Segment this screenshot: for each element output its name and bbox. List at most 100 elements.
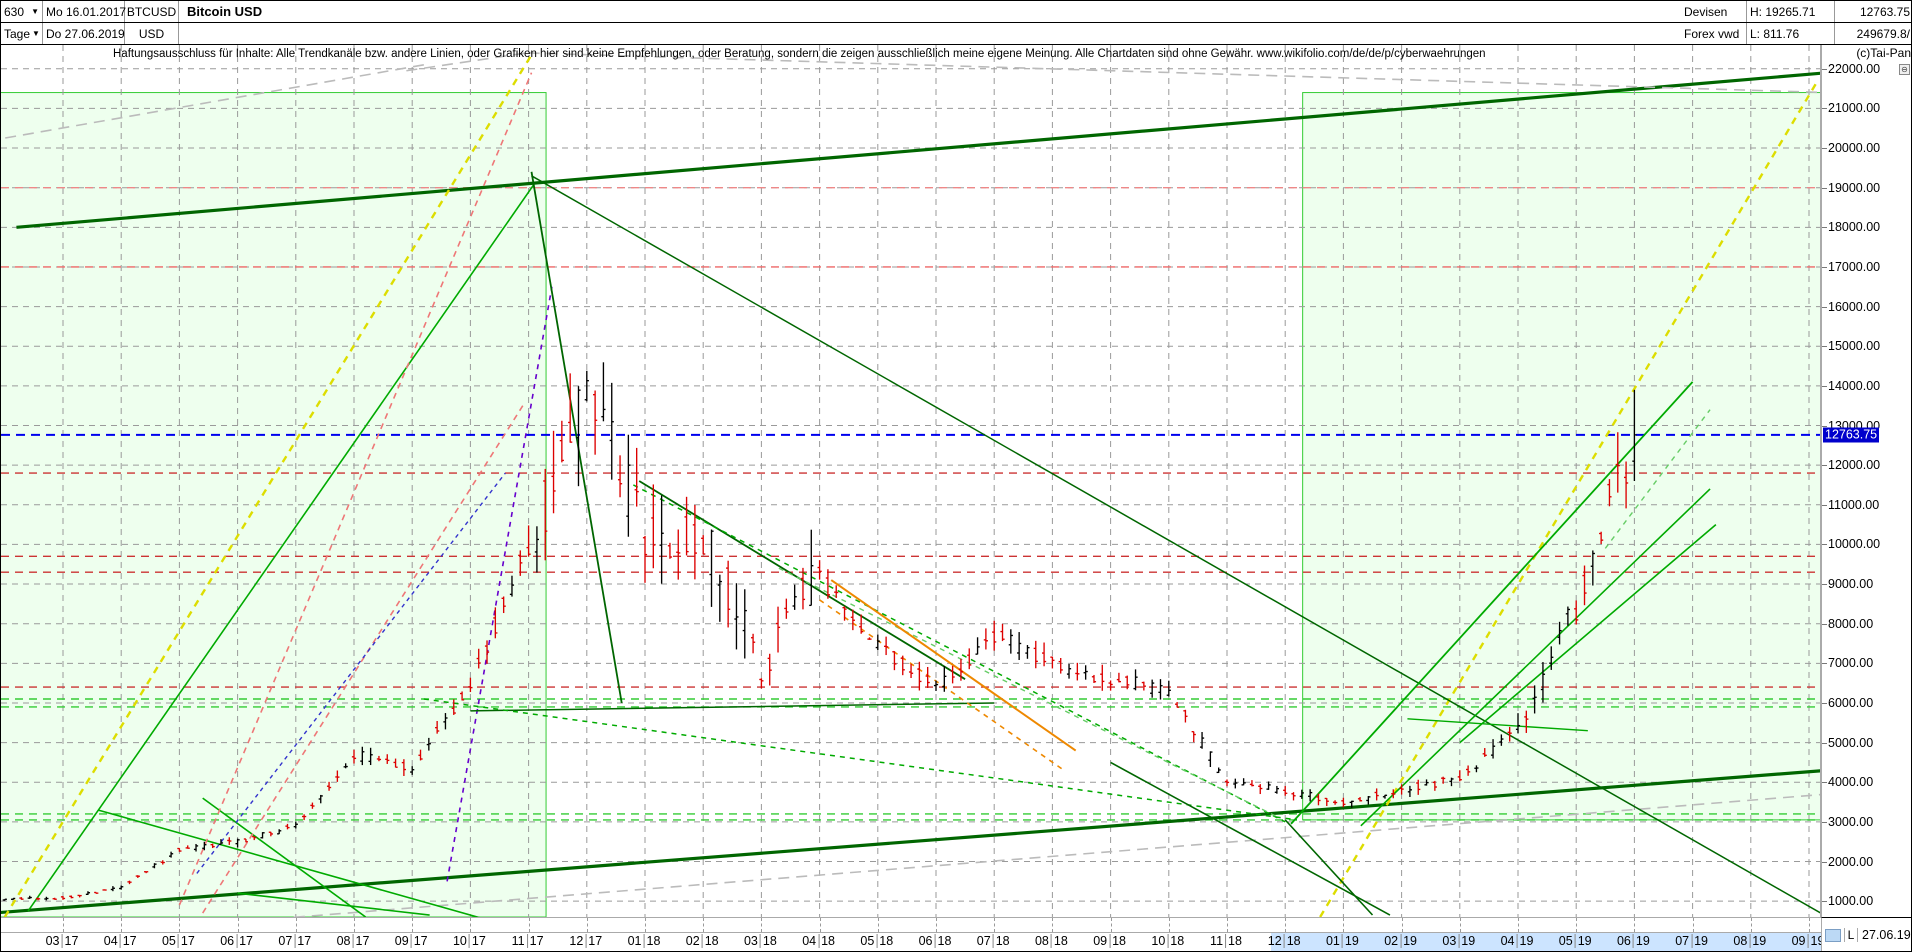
price-axis-label: 20000.00 (1828, 141, 1881, 156)
trend-line-lower (1, 769, 1820, 915)
date-axis-tick (1110, 918, 1112, 932)
highlight-swatch-icon[interactable] (1825, 928, 1841, 942)
price-axis-tick (1822, 227, 1827, 229)
date-axis-tick (1634, 918, 1636, 932)
date-axis-tick (1750, 918, 1752, 932)
price-axis-label: 18000.00 (1828, 220, 1881, 235)
data-provider-label: Forex vwd (1684, 26, 1740, 41)
end-date-readout: 27.06.19 (1862, 928, 1911, 942)
chart-header-row-top: 630 ▼ Mo 16.01.2017 BTCUSD Bitcoin USD D… (1, 1, 1911, 23)
rally-channel-red-upper (178, 72, 533, 906)
date-axis-label: 05 18 (860, 934, 894, 948)
last-price-readout: 12763.75 (1835, 1, 1911, 22)
date-axis-label: 07 17 (278, 934, 312, 948)
volume-label: 249679.8/ (1856, 26, 1910, 41)
price-axis-label: 4000.00 (1828, 775, 1874, 790)
price-axis-tick (1822, 584, 1827, 586)
chart-plot-area[interactable] (1, 45, 1821, 917)
date-axis-tick (1692, 918, 1694, 932)
date-axis-label: 10 17 (452, 934, 486, 948)
rise-2019-inner (1459, 523, 1717, 744)
wedge-2017-base (237, 892, 430, 916)
date-axis-band (1, 932, 1821, 951)
axis-collapse-button[interactable]: ⊖ (1899, 64, 1910, 75)
price-axis-label: 8000.00 (1828, 616, 1874, 631)
date-axis-label: 11 17 (511, 934, 544, 948)
market-category-label: Devisen (1684, 4, 1728, 19)
period-unit-selector[interactable]: Tage ▼ (1, 23, 43, 44)
price-axis-label: 21000.00 (1828, 101, 1881, 116)
price-axis-tick (1822, 108, 1827, 110)
price-axis-label: 6000.00 (1828, 695, 1874, 710)
date-axis-tick (528, 918, 530, 932)
date-axis-label: 07 19 (1675, 934, 1708, 948)
date-axis-tick (1809, 918, 1810, 932)
date-axis-label: 09 18 (1093, 934, 1126, 948)
price-axis[interactable]: (c)Tai-Pan ⊖ 12763.75 1000.00 2000.00 3000… (1821, 45, 1911, 917)
price-axis-tick (1822, 742, 1827, 744)
price-axis-label: 2000.00 (1828, 854, 1874, 869)
date-axis-label: 08 18 (1034, 934, 1068, 948)
date-axis-tick (586, 918, 588, 932)
price-axis-tick (1822, 901, 1827, 903)
triangle-lower-dotted (423, 698, 1297, 821)
price-axis-tick (1822, 266, 1827, 268)
date-axis-label: 12 17 (569, 934, 603, 948)
date-axis-label: 03 19 (1442, 934, 1476, 948)
date-axis-tick (1518, 918, 1519, 932)
date-axis-tick (1343, 918, 1345, 932)
date-axis-tick (1459, 918, 1461, 932)
price-axis-tick (1822, 425, 1827, 427)
start-date-field[interactable]: Mo 16.01.2017 (43, 1, 126, 22)
period-value-selector[interactable]: 630 ▼ (1, 1, 43, 22)
date-axis-tick (1227, 918, 1228, 932)
chevron-down-icon[interactable]: ▼ (32, 28, 40, 38)
price-axis-tick (1822, 663, 1827, 665)
channel-grey-upper (1, 64, 424, 140)
log-scale-toggle[interactable]: L (1844, 928, 1858, 942)
end-date-label: Do 27.06.2019 (46, 26, 125, 41)
price-axis-tick (1822, 782, 1827, 784)
fan-2019-a (1284, 819, 1374, 916)
date-axis-label: 05 19 (1558, 934, 1592, 948)
rise-2019-support (1360, 488, 1711, 827)
date-axis-tick (703, 918, 705, 932)
end-date-field[interactable]: Do 27.06.2019 (43, 23, 125, 44)
channel-grey-lower (288, 793, 1820, 917)
date-axis-tick (819, 918, 821, 932)
date-axis-tick (470, 918, 472, 932)
date-axis-tick (1576, 918, 1578, 932)
price-axis-tick (1822, 544, 1827, 546)
instrument-title: Bitcoin USD (187, 4, 263, 19)
date-axis-tick (1285, 918, 1287, 932)
date-axis-label: 06 19 (1616, 934, 1650, 948)
period-low: L: 811.76 (1747, 23, 1835, 44)
header-spacer (179, 23, 1681, 44)
channel-grey-peak (406, 51, 532, 72)
date-axis-label: 03 17 (45, 934, 79, 948)
price-axis-label: 11000.00 (1828, 497, 1880, 512)
wedge-2017-lower (97, 809, 481, 917)
date-axis-label: 04 17 (103, 934, 137, 948)
date-axis-label: 12 18 (1267, 934, 1301, 948)
axis-corner-controls[interactable]: L 27.06.19 (1821, 917, 1911, 951)
currency-field: USD (125, 23, 179, 44)
date-axis-highlight-range (1271, 933, 1837, 951)
date-axis-label: 10 18 (1151, 934, 1185, 948)
price-axis-label: 10000.00 (1828, 537, 1881, 552)
last-price-badge: 12763.75 (1823, 427, 1880, 443)
triangle-mid-dotted (778, 567, 1280, 819)
period-high: H: 19265.71 (1747, 1, 1835, 22)
symbol-field[interactable]: BTCUSD (125, 1, 179, 22)
date-axis[interactable]: 03 17 04 17 05 17 06 17 07 17 08 17 09 17 10 17 11 17 12 17… (1, 917, 1837, 951)
date-axis-label: 09 17 (394, 934, 428, 948)
price-axis-label: 1000.00 (1828, 894, 1874, 909)
symbol-label: BTCUSD (126, 4, 177, 19)
date-axis-tick (179, 918, 181, 932)
date-axis-tick (412, 918, 414, 932)
price-axis-label: 9000.00 (1828, 577, 1874, 592)
price-axis-label: 17000.00 (1828, 259, 1881, 274)
date-axis-tick (237, 918, 239, 932)
chevron-down-icon[interactable]: ▼ (31, 6, 39, 16)
